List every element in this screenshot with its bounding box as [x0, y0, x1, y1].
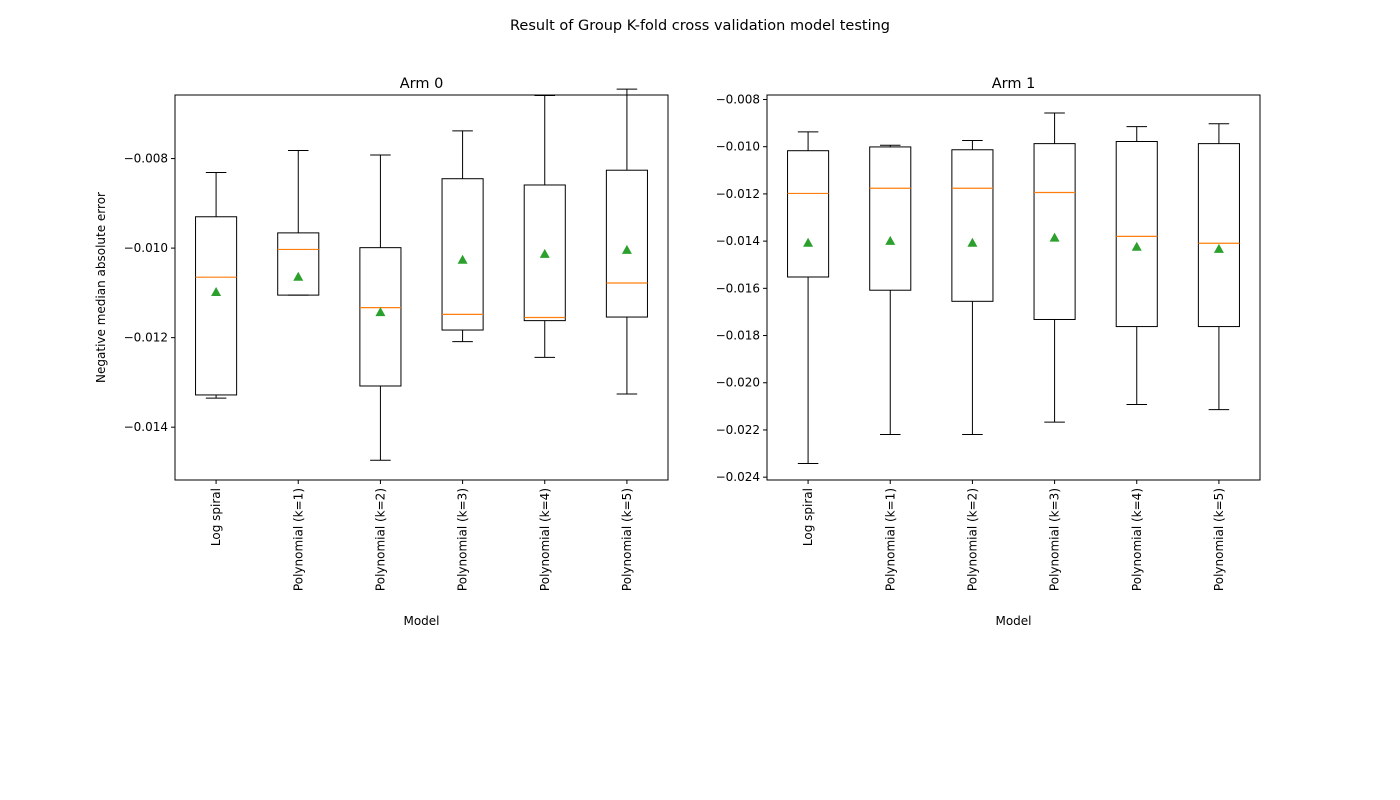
mean-marker	[293, 271, 304, 281]
iqr-box	[277, 232, 320, 296]
box-1	[787, 131, 830, 464]
y-tick-label: −0.010	[124, 241, 168, 255]
mean-marker	[1049, 232, 1060, 242]
box-4	[1033, 112, 1076, 423]
box-6	[1197, 123, 1240, 411]
iqr-box	[441, 178, 484, 331]
y-tick-label: −0.014	[716, 234, 760, 248]
y-tick-label: −0.020	[716, 376, 760, 390]
iqr-box	[951, 149, 994, 302]
x-tick-label: Polynomial (k=4)	[538, 488, 552, 591]
y-tick-label: −0.008	[716, 92, 760, 106]
iqr-box	[523, 184, 566, 322]
mean-marker	[803, 237, 814, 247]
y-tick-label: −0.014	[124, 420, 168, 434]
box-2	[277, 150, 320, 296]
subplot-arm-0: Arm 0 Model Negative median absolute err…	[94, 76, 669, 628]
mean-marker	[885, 235, 896, 245]
x-tick-label: Polynomial (k=2)	[965, 488, 979, 591]
x-tick-label: Polynomial (k=5)	[620, 488, 634, 591]
x-tick-label: Log spiral	[801, 488, 815, 546]
iqr-box	[605, 169, 648, 318]
box-3	[951, 140, 994, 435]
x-tick-label: Polynomial (k=5)	[1212, 488, 1226, 591]
y-tick-label: −0.018	[716, 329, 760, 343]
x-axis-label: Model	[995, 614, 1031, 628]
x-tick-label: Polynomial (k=3)	[456, 488, 470, 591]
x-tick-label: Polynomial (k=1)	[883, 488, 897, 591]
box-6	[605, 88, 648, 395]
box-1	[195, 171, 238, 399]
x-tick-label: Polynomial (k=1)	[291, 488, 305, 591]
mean-marker	[211, 286, 222, 296]
mean-marker	[375, 307, 386, 317]
box-3	[359, 154, 402, 461]
box-5	[523, 94, 566, 358]
y-axis-label: Negative median absolute error	[94, 192, 108, 383]
iqr-box	[787, 150, 830, 278]
box-4	[441, 130, 484, 343]
axes-frame	[174, 94, 669, 481]
mean-marker	[457, 254, 468, 264]
mean-marker	[967, 237, 978, 247]
y-tick-label: −0.010	[716, 140, 760, 154]
x-tick-label: Polynomial (k=2)	[373, 488, 387, 591]
x-tick-label: Log spiral	[209, 488, 223, 546]
x-tick-label: Polynomial (k=4)	[1130, 488, 1144, 591]
mean-marker	[1131, 241, 1142, 251]
y-tick-label: −0.012	[124, 331, 168, 345]
subplot-title: Arm 1	[992, 76, 1036, 92]
y-tick-label: −0.016	[716, 281, 760, 295]
mean-marker	[539, 248, 550, 258]
subplot-arm-1: Arm 1 Model −0.024 −0.022 −0.020 −0.018 −0.0…	[716, 76, 1261, 628]
iqr-box	[1197, 143, 1240, 328]
iqr-box	[1033, 143, 1076, 320]
x-tick-label: Polynomial (k=3)	[1048, 488, 1062, 591]
y-tick-label: −0.022	[716, 423, 760, 437]
figure-suptitle: Result of Group K-fold cross validation …	[510, 18, 890, 34]
y-tick-label: −0.012	[716, 187, 760, 201]
y-tick-label: −0.024	[716, 470, 760, 484]
iqr-box	[195, 216, 238, 396]
subplot-title: Arm 0	[400, 76, 444, 92]
iqr-box	[1115, 141, 1158, 328]
iqr-box	[359, 247, 402, 387]
axes-frame	[766, 94, 1261, 481]
box-5	[1115, 126, 1158, 405]
mean-marker	[1213, 243, 1224, 253]
x-axis-label: Model	[403, 614, 439, 628]
box-2	[869, 144, 912, 435]
mean-marker	[621, 244, 632, 254]
iqr-box	[869, 146, 912, 291]
y-tick-label: −0.008	[124, 152, 168, 166]
